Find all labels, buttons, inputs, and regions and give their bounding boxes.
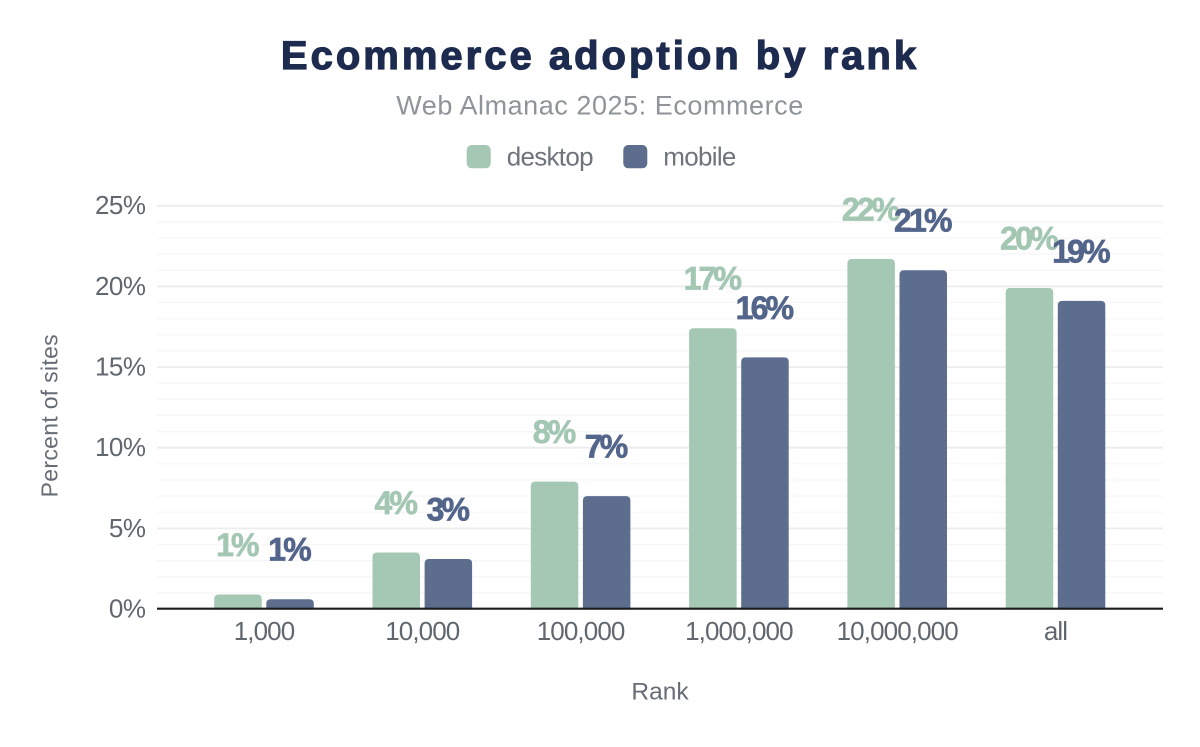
svg-text:20%: 20% xyxy=(1000,220,1058,256)
svg-text:10%: 10% xyxy=(95,432,146,462)
svg-text:3%: 3% xyxy=(427,491,470,527)
svg-text:16%: 16% xyxy=(736,290,794,326)
svg-text:Rank: Rank xyxy=(631,678,689,705)
svg-text:0%: 0% xyxy=(109,593,146,623)
svg-text:4%: 4% xyxy=(374,485,417,521)
svg-text:1%: 1% xyxy=(216,527,259,563)
svg-text:22%: 22% xyxy=(842,191,900,227)
svg-text:100,000: 100,000 xyxy=(537,616,625,646)
svg-text:19%: 19% xyxy=(1052,233,1110,269)
svg-text:desktop: desktop xyxy=(507,142,593,172)
svg-text:20%: 20% xyxy=(95,271,146,301)
svg-text:mobile: mobile xyxy=(663,142,736,172)
svg-text:8%: 8% xyxy=(533,414,576,450)
svg-text:1,000: 1,000 xyxy=(234,616,295,646)
svg-text:all: all xyxy=(1044,616,1067,646)
svg-text:10,000: 10,000 xyxy=(385,616,460,646)
svg-text:5%: 5% xyxy=(109,513,146,543)
svg-text:10,000,000: 10,000,000 xyxy=(837,616,959,646)
svg-text:25%: 25% xyxy=(95,190,146,220)
svg-text:1,000,000: 1,000,000 xyxy=(685,616,793,646)
svg-text:7%: 7% xyxy=(585,429,628,465)
svg-text:Percent of sites: Percent of sites xyxy=(37,334,63,497)
svg-text:Ecommerce adoption by rank: Ecommerce adoption by rank xyxy=(281,34,919,78)
svg-text:17%: 17% xyxy=(684,261,742,297)
svg-text:21%: 21% xyxy=(894,203,952,239)
svg-text:Web Almanac 2025: Ecommerce: Web Almanac 2025: Ecommerce xyxy=(396,91,804,121)
svg-text:1%: 1% xyxy=(268,532,311,568)
svg-text:15%: 15% xyxy=(95,351,146,381)
